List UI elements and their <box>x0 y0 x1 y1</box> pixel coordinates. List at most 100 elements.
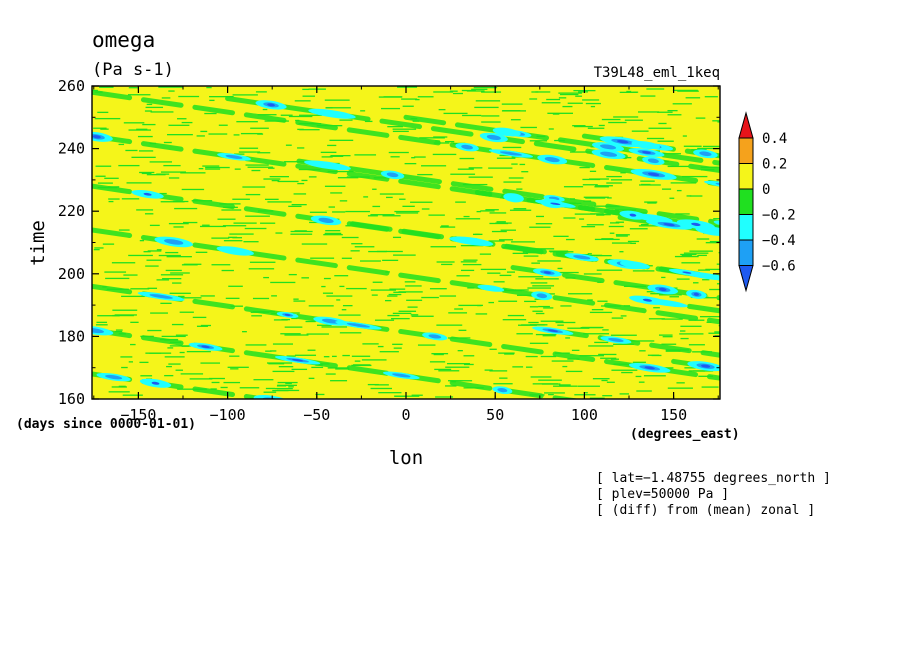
y-tick-label: 200 <box>58 265 85 283</box>
noise-streak <box>363 196 369 198</box>
noise-streak <box>466 90 485 92</box>
very-strong-negative-patch <box>143 192 152 196</box>
noise-streak <box>327 367 350 369</box>
noise-streak <box>463 363 474 366</box>
noise-streak <box>198 168 204 170</box>
noise-streak <box>521 171 529 173</box>
noise-streak <box>377 345 384 348</box>
noise-streak <box>168 222 189 225</box>
moderate-negative-patch <box>756 356 779 368</box>
noise-streak <box>186 350 211 353</box>
noise-streak <box>393 254 416 256</box>
noise-streak <box>368 250 387 253</box>
noise-streak <box>234 153 245 155</box>
noise-streak <box>382 259 399 262</box>
noise-streak <box>233 222 257 224</box>
noise-streak <box>325 373 336 375</box>
noise-streak <box>121 198 140 200</box>
noise-streak <box>178 95 200 98</box>
noise-streak <box>430 246 457 248</box>
noise-streak <box>611 369 638 371</box>
noise-streak <box>324 185 346 187</box>
noise-streak <box>351 364 372 367</box>
noise-streak <box>339 285 345 288</box>
noise-streak <box>229 233 254 235</box>
noise-streak <box>323 356 330 358</box>
noise-streak <box>448 312 468 314</box>
noise-streak <box>346 287 367 290</box>
noise-streak <box>587 127 605 129</box>
noise-streak <box>269 175 289 178</box>
noise-streak <box>252 297 270 300</box>
noise-streak <box>391 317 410 320</box>
noise-streak <box>421 296 439 299</box>
noise-streak <box>667 114 682 116</box>
strong-negative-patch <box>483 429 505 437</box>
noise-streak <box>245 215 270 217</box>
noise-streak <box>221 209 242 211</box>
colorbar: 0.4 0.2 0 −0.2 −0.4 −0.6 <box>738 111 796 293</box>
noise-streak <box>392 130 409 133</box>
strong-negative-patch <box>318 217 334 223</box>
noise-streak <box>540 320 564 322</box>
noise-streak <box>419 137 445 139</box>
y-axis-ticks: 160 180 200 220 240 260 <box>58 77 720 408</box>
x-axis-ticks: −150 −100 −50 0 50 100 150 <box>93 86 719 424</box>
noise-streak <box>146 103 153 106</box>
noise-streak <box>221 269 234 272</box>
propagating-band <box>92 227 720 325</box>
noise-streak <box>557 267 563 270</box>
noise-streak <box>489 212 507 214</box>
noise-streak <box>582 99 600 101</box>
noise-streak <box>476 210 482 213</box>
noise-streak <box>500 229 516 231</box>
noise-streak <box>398 291 423 293</box>
noise-streak <box>272 343 293 345</box>
noise-streak <box>680 253 697 256</box>
noise-streak <box>372 188 377 190</box>
noise-streak <box>274 387 293 390</box>
noise-streak <box>125 149 138 152</box>
noise-streak <box>200 130 208 133</box>
noise-streak <box>267 362 293 364</box>
noise-streak <box>680 337 689 340</box>
noise-streak <box>341 309 347 311</box>
noise-streak <box>458 329 467 331</box>
noise-streak <box>524 300 537 303</box>
noise-streak <box>229 355 240 357</box>
noise-streak <box>260 222 276 224</box>
noise-streak <box>285 382 292 385</box>
noise-streak <box>531 91 539 93</box>
noise-streak <box>602 395 613 397</box>
noise-streak <box>173 226 184 228</box>
noise-streak <box>701 297 717 299</box>
noise-streak <box>130 288 150 290</box>
noise-streak <box>329 139 354 141</box>
noise-streak <box>145 265 159 267</box>
noise-streak <box>473 86 498 89</box>
noise-streak <box>665 350 681 352</box>
noise-streak <box>636 390 652 392</box>
noise-streak <box>145 106 164 109</box>
colorbar-label: −0.6 <box>762 259 796 275</box>
noise-streak <box>588 345 614 347</box>
noise-streak <box>589 311 613 314</box>
noise-streak <box>139 361 149 364</box>
noise-streak <box>111 262 136 264</box>
noise-streak <box>714 331 720 333</box>
noise-streak <box>202 224 210 226</box>
noise-streak <box>441 263 453 266</box>
noise-streak <box>535 333 557 336</box>
colorbar-label: 0.4 <box>762 131 787 147</box>
very-strong-negative-patch <box>291 358 304 362</box>
noise-streak <box>487 272 501 274</box>
noise-streak <box>525 355 538 358</box>
noise-streak <box>661 188 672 190</box>
very-strong-negative-patch <box>647 172 660 177</box>
noise-streak <box>619 393 629 395</box>
noise-streak <box>697 254 707 257</box>
noise-streak <box>531 262 540 264</box>
noise-streak <box>265 387 275 390</box>
strong-negative-patch <box>544 156 560 163</box>
y-tick-label: 260 <box>58 77 85 95</box>
